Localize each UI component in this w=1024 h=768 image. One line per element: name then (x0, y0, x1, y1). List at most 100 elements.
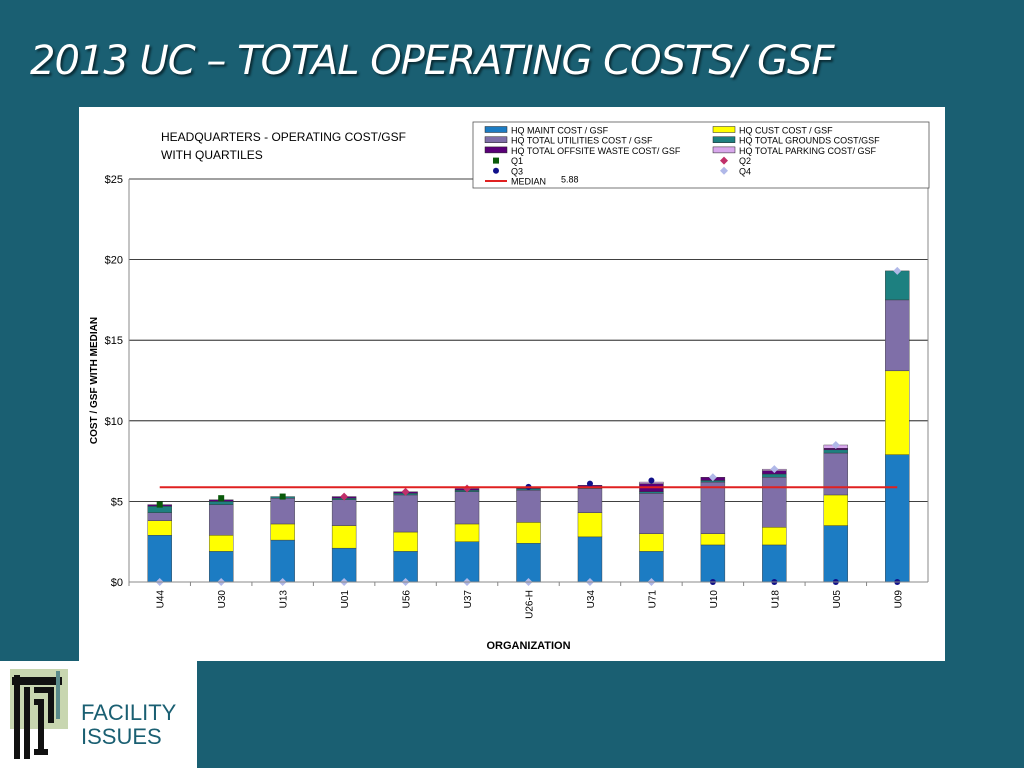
bar-segment (208, 535, 234, 552)
x-axis-title: ORGANIZATION (486, 640, 570, 652)
bar-segment (762, 477, 787, 528)
bar-segment (331, 499, 357, 526)
bar-segment (454, 523, 480, 542)
marker-q4 (708, 473, 717, 482)
bars (147, 270, 910, 583)
marker-q4 (893, 266, 902, 275)
legend-swatch (484, 146, 508, 154)
slide-title: 2013 UC – TOTAL OPERATING COSTS/ GSF (30, 38, 834, 84)
bar-segment (270, 523, 295, 541)
bar-segment (454, 491, 480, 525)
bar-segment (393, 531, 418, 552)
bar-segment (823, 449, 849, 454)
bar-segment (823, 452, 849, 496)
bar-segment (700, 533, 726, 546)
legend-label: HQ TOTAL GROUNDS COST/GSF (739, 136, 880, 146)
y-tick-label: $5 (111, 496, 123, 508)
legend-box (472, 121, 930, 189)
bar-segment (700, 481, 726, 534)
x-tick-label: U37 (463, 590, 474, 609)
bar-segment (331, 547, 357, 583)
x-tick-label: U30 (217, 590, 228, 609)
bar-segment (885, 454, 910, 583)
bar-segment (208, 551, 234, 583)
bar-segment (516, 543, 541, 583)
legend-label: HQ CUST COST / GSF (739, 126, 833, 136)
x-tick-label: U56 (402, 590, 413, 609)
x-tick-label: U26-H (525, 590, 536, 619)
legend-label: HQ MAINT COST / GSF (511, 126, 609, 136)
legend-marker (493, 157, 499, 164)
marker-q3 (648, 477, 655, 484)
y-tick-label: $0 (111, 577, 123, 589)
bar-segment (147, 512, 172, 521)
legend-swatch (712, 136, 736, 143)
marker-q2 (401, 487, 410, 496)
bar-segment (762, 544, 787, 583)
bar-segment (885, 270, 910, 301)
bar-segment (577, 536, 603, 583)
legend-label: Q4 (739, 166, 751, 176)
y-tick-label: $15 (105, 335, 123, 347)
legend-swatch (712, 126, 736, 133)
marker-q4 (770, 465, 779, 474)
bar-segment (147, 535, 172, 583)
chart-title-line: WITH QUARTILES (161, 148, 263, 162)
legend-label: MEDIAN (511, 177, 546, 187)
marker-q1 (218, 495, 225, 502)
bar-segment (577, 512, 603, 538)
x-tick-label: U05 (832, 590, 843, 609)
bar-segment (331, 525, 357, 549)
bar-segment (516, 522, 541, 544)
bar-segment (208, 501, 234, 505)
bar-segment (823, 494, 849, 526)
x-tick-label: U10 (709, 590, 720, 609)
bar-segment (577, 488, 603, 513)
bar-segment (270, 539, 295, 583)
bar-segment (208, 504, 234, 536)
y-tick-label: $25 (105, 174, 123, 186)
facility-issues-logo-icon (10, 669, 68, 759)
y-tick-label: $10 (105, 416, 123, 428)
x-tick-label: U71 (647, 590, 658, 609)
legend-label: HQ TOTAL PARKING COST/ GSF (739, 146, 877, 156)
legend-swatch (484, 126, 508, 133)
legend-label: Q1 (511, 156, 523, 166)
bar-segment (762, 473, 787, 478)
legend-label: HQ TOTAL OFFSITE WASTE COST/ GSF (511, 146, 681, 156)
bar-segment (270, 497, 295, 525)
legend-label: HQ TOTAL UTILITIES COST / GSF (511, 136, 653, 146)
bar-segment (393, 494, 418, 533)
chart-title: HEADQUARTERS - OPERATING COST/GSF WITH QU… (161, 130, 406, 162)
bar-segment (639, 533, 664, 552)
x-tick-label: U01 (340, 590, 351, 609)
marker-q3 (586, 480, 593, 487)
logo: FACILITY ISSUES (0, 661, 197, 768)
logo-text-line1: FACILITY (81, 700, 177, 725)
bar-segment (762, 526, 787, 546)
marker-q1 (156, 501, 163, 508)
bar-segment (885, 299, 910, 372)
bar-segment (885, 370, 910, 455)
bar-segment (393, 551, 418, 583)
bar-segment (639, 493, 664, 534)
legend-swatch (712, 146, 736, 154)
legend-marker (720, 166, 728, 175)
bar-segment (823, 525, 849, 583)
x-tick-label: U44 (156, 590, 167, 609)
legend-marker (493, 167, 499, 174)
legend-label: Q2 (739, 156, 751, 166)
marker-q4 (831, 440, 840, 449)
stacked-bar-chart: $0 $5 $10 $15 $20 $25 U44 U30 U13 U01 U56 U37 U26-H U… (89, 121, 930, 652)
legend: HQ MAINT COST / GSF HQ CUST COST / GSFHQ … (472, 121, 930, 189)
y-axis-title: COST / GSF WITH MEDIAN (89, 317, 100, 444)
marker-q2 (340, 492, 349, 501)
x-tick-label: U13 (279, 590, 290, 609)
legend-swatch (484, 136, 508, 143)
x-tick-label: U09 (893, 590, 904, 609)
bar-segment (147, 520, 172, 536)
x-tick-label: U18 (770, 590, 781, 609)
median-value-label: 5.88 (561, 175, 579, 185)
legend-marker (720, 156, 728, 165)
bar-segment (639, 551, 664, 583)
